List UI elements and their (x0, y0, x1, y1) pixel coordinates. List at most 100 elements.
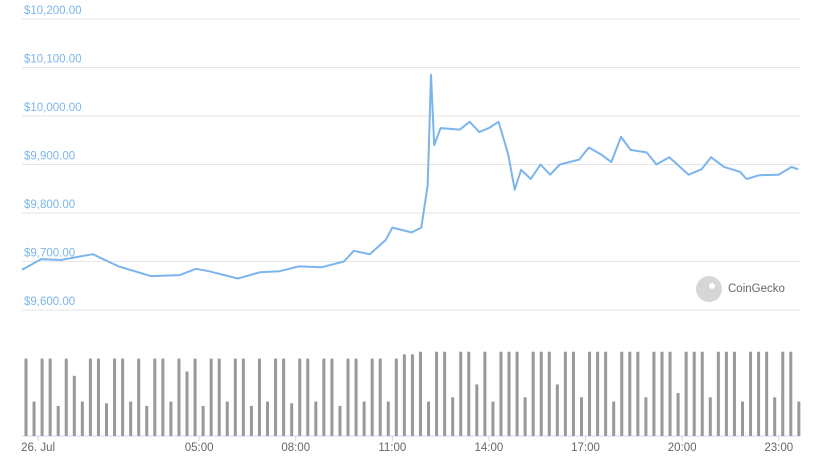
volume-bar (555, 384, 559, 436)
volume-bar (418, 351, 422, 436)
volume-bar (346, 358, 350, 436)
y-tick-label: $10,000.00 (24, 102, 82, 114)
volume-bar (113, 358, 117, 436)
volume-bar (32, 401, 36, 436)
x-tick-label: 26. Jul (21, 442, 55, 454)
volume-bar (80, 401, 84, 436)
volume-bar (233, 358, 237, 436)
y-tick-label: $9,900.00 (24, 151, 75, 163)
watermark-logo (696, 276, 722, 302)
y-tick-label: $9,700.00 (24, 248, 75, 260)
x-tick-label: 08:00 (281, 442, 310, 454)
volume-bar (563, 351, 567, 436)
volume-bar (330, 358, 334, 436)
volume-bar (507, 351, 511, 436)
volume-bar (217, 358, 221, 436)
volume-bar (72, 375, 76, 436)
volume-bar (612, 401, 616, 436)
volume-bar (257, 358, 261, 436)
volume-bar (443, 351, 447, 436)
volume-bar (459, 351, 463, 436)
volume-bar (451, 397, 455, 436)
volume-bar (354, 358, 358, 436)
volume-bar (56, 405, 60, 436)
volume-bar (531, 351, 535, 436)
volume-bar (740, 401, 744, 436)
volume-bar (105, 403, 109, 436)
watermark: CoinGecko (728, 283, 785, 295)
volume-bar (700, 351, 704, 436)
volume-bar (660, 351, 664, 436)
volume-bar (797, 401, 801, 436)
volume-bar (169, 401, 173, 436)
volume-bar (539, 351, 543, 436)
x-tick-label: 05:00 (185, 442, 214, 454)
volume-bar (193, 358, 197, 436)
volume-bar (24, 358, 28, 436)
x-tick-label: 20:00 (668, 442, 697, 454)
y-tick-label: $9,600.00 (24, 296, 75, 308)
volume-bar (749, 351, 753, 436)
x-tick-label: 23:00 (764, 442, 793, 454)
volume-bar (636, 351, 640, 436)
volume-bar (338, 405, 342, 436)
volume-bar (427, 401, 431, 436)
volume-bar (394, 358, 398, 436)
volume-bar (282, 358, 286, 436)
volume-bar (644, 397, 648, 436)
volume-bar (241, 358, 245, 436)
volume-bar (435, 351, 439, 436)
volume-bar (410, 354, 414, 436)
volume-bar (201, 405, 205, 436)
x-tick-label: 17:00 (571, 442, 600, 454)
volume-bar (547, 351, 551, 436)
volume-bar (499, 351, 503, 436)
y-tick-label: $10,200.00 (24, 5, 82, 17)
volume-bar (48, 358, 52, 436)
volume-bar (370, 358, 374, 436)
volume-bar (483, 351, 487, 436)
volume-bar (402, 354, 406, 436)
x-tick-label: 11:00 (378, 442, 406, 454)
volume-bar (684, 351, 688, 436)
volume-bar (153, 358, 157, 436)
volume-bar (290, 403, 294, 436)
volume-bar (467, 351, 471, 436)
volume-bar (121, 358, 125, 436)
volume-bar (708, 397, 712, 436)
volume-bar (475, 384, 479, 436)
volume-bar (64, 358, 68, 436)
volume-bar (628, 351, 632, 436)
volume-bar (596, 351, 600, 436)
volume-bar (274, 358, 278, 436)
volume-bar (757, 351, 761, 436)
volume-bar (765, 351, 769, 436)
volume-bar (266, 401, 270, 436)
volume-bar (249, 405, 253, 436)
volume-bar (129, 401, 133, 436)
volume-bar (579, 397, 583, 436)
volume-bar (137, 358, 141, 436)
volume-bar (515, 351, 519, 436)
volume-bar (523, 397, 527, 436)
volume-bar (88, 358, 92, 436)
x-tick-label: 14:00 (475, 442, 504, 454)
volume-bar (322, 358, 326, 436)
price-line (21, 73, 799, 280)
volume-bar (724, 351, 728, 436)
volume-bar (716, 351, 720, 436)
volume-bar (588, 351, 592, 436)
volume-bar (620, 351, 624, 436)
volume-bar (185, 371, 189, 436)
volume-bar (781, 351, 785, 436)
volume-bar (145, 405, 149, 436)
volume-bar (209, 358, 213, 436)
volume-bar (96, 358, 100, 436)
volume-bar (676, 393, 680, 436)
volume-bar (773, 397, 777, 436)
y-tick-label: $9,800.00 (24, 199, 75, 211)
volume-bar (362, 401, 366, 436)
volume-bar (177, 358, 181, 436)
volume-bar (306, 358, 310, 436)
